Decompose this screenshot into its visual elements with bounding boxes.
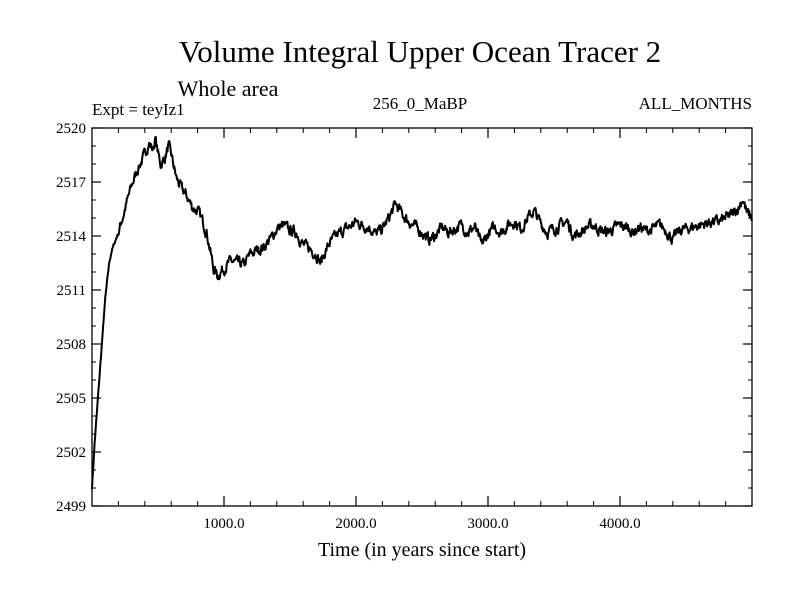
- chart-subtitle: Whole area: [178, 76, 279, 101]
- y-tick-label: 2514: [56, 229, 87, 245]
- x-tick-label: 2000.0: [335, 516, 376, 532]
- plot-frame: [91, 127, 753, 507]
- months-label: ALL_MONTHS: [639, 94, 752, 113]
- y-tick-label: 2511: [57, 283, 86, 299]
- y-tick-label: 2505: [56, 391, 86, 407]
- x-axis-label: Time (in years since start): [318, 539, 526, 561]
- y-tick-label: 2502: [56, 445, 86, 461]
- period-label: 256_0_MaBP: [373, 94, 467, 113]
- x-tick-label: 4000.0: [599, 516, 640, 532]
- axis-ticks: [92, 127, 752, 507]
- y-tick-label: 2508: [56, 337, 86, 353]
- y-tick-label: 2517: [56, 175, 87, 191]
- experiment-label: Expt = teyIz1: [92, 100, 185, 119]
- y-tick-label: 2499: [56, 499, 86, 515]
- series-line: [91, 136, 753, 490]
- axis-tick-labels: 1000.0 2000.0 3000.0 4000.0 2499 2502 2505 2508…: [56, 121, 641, 532]
- y-tick-label: 2520: [56, 121, 86, 137]
- x-tick-label: 1000.0: [203, 516, 244, 532]
- x-tick-label: 3000.0: [467, 516, 508, 532]
- chart-title: Volume Integral Upper Ocean Tracer 2: [179, 34, 661, 69]
